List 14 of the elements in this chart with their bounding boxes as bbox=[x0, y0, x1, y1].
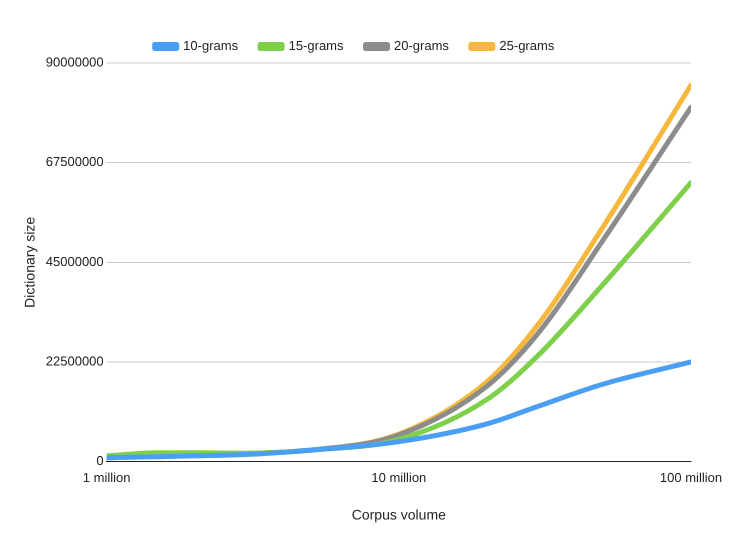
y-tick-label: 67500000 bbox=[46, 154, 104, 170]
legend-label: 10-grams bbox=[183, 38, 239, 54]
y-axis-title: Dictionary size bbox=[21, 216, 38, 308]
legend-label: 25-grams bbox=[499, 38, 555, 54]
x-tick-label: 1 million bbox=[82, 470, 130, 485]
x-tick-label: 10 million bbox=[371, 470, 426, 485]
legend-label: 20-grams bbox=[394, 38, 450, 54]
y-tick-label: 90000000 bbox=[46, 54, 104, 70]
x-axis-title: Corpus volume bbox=[352, 506, 446, 522]
y-tick-label: 45000000 bbox=[46, 254, 104, 269]
x-tick-label: 100 million bbox=[660, 470, 722, 485]
legend-label: 15-grams bbox=[288, 38, 344, 54]
y-tick-label: 22500000 bbox=[46, 354, 104, 369]
y-tick-label: 0 bbox=[96, 453, 104, 468]
